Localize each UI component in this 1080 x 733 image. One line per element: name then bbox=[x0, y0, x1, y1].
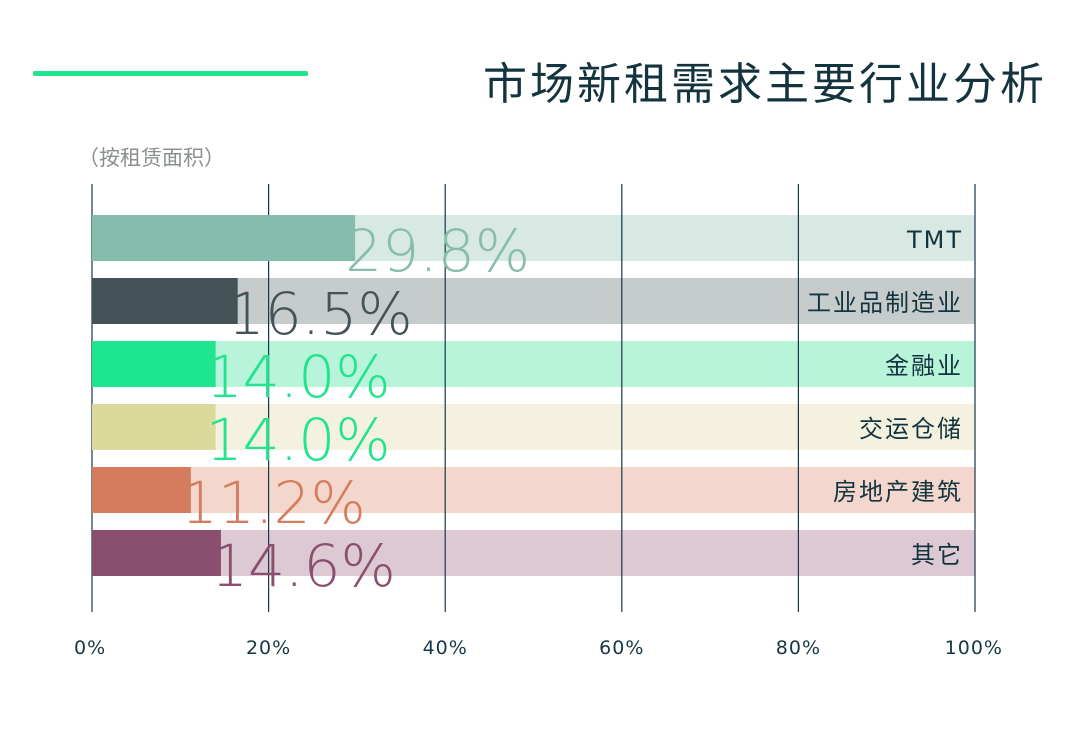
category-label: TMT bbox=[906, 226, 963, 254]
bar bbox=[92, 530, 221, 576]
bar bbox=[92, 467, 191, 513]
bar-track bbox=[92, 341, 975, 387]
category-label: 房地产建筑 bbox=[833, 478, 963, 506]
x-tick-label: 20% bbox=[246, 637, 291, 659]
data-label: 14.0% bbox=[206, 343, 391, 411]
x-tick-label: 60% bbox=[599, 637, 644, 659]
x-tick-label: 40% bbox=[423, 637, 468, 659]
bar bbox=[92, 404, 216, 450]
category-label: 金融业 bbox=[885, 352, 963, 380]
x-tick-label: 0% bbox=[74, 637, 106, 659]
chart-subtitle: （按租赁面积） bbox=[78, 146, 225, 170]
bar bbox=[92, 278, 238, 324]
data-label: 16.5% bbox=[228, 280, 413, 348]
page-title: 市场新租需求主要行业分析 bbox=[483, 59, 1047, 110]
bar bbox=[92, 341, 216, 387]
category-label: 交运仓储 bbox=[859, 415, 963, 443]
data-label: 29.8% bbox=[345, 217, 530, 285]
data-label: 14.6% bbox=[211, 532, 396, 600]
category-label: 工业品制造业 bbox=[807, 289, 963, 317]
bar-track bbox=[92, 404, 975, 450]
accent-line bbox=[33, 71, 308, 76]
bar-track bbox=[92, 530, 975, 576]
bar-track bbox=[92, 278, 975, 324]
category-label: 其它 bbox=[911, 541, 963, 569]
x-tick-label: 80% bbox=[776, 637, 821, 659]
data-label: 14.0% bbox=[206, 406, 391, 474]
data-label: 11.2% bbox=[181, 469, 366, 537]
bar bbox=[92, 215, 356, 261]
bar-track bbox=[92, 467, 975, 513]
x-tick-label: 100% bbox=[945, 637, 1003, 659]
